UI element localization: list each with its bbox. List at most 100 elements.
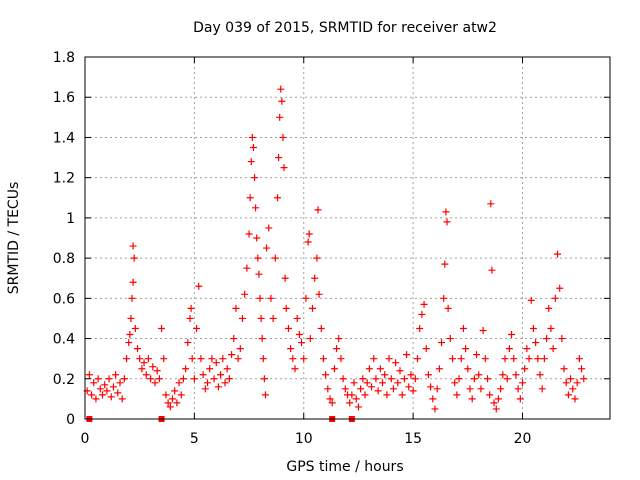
data-point — [151, 379, 159, 387]
data-point — [88, 391, 96, 399]
data-point — [363, 379, 371, 387]
data-point — [208, 355, 216, 363]
data-point — [443, 218, 451, 226]
data-point — [251, 174, 259, 182]
data-point — [339, 375, 347, 383]
data-point — [142, 371, 150, 379]
data-point — [199, 371, 207, 379]
data-point — [246, 194, 254, 202]
data-point — [311, 274, 319, 282]
data-point — [134, 345, 141, 353]
data-point — [293, 314, 301, 322]
data-point — [501, 355, 509, 363]
data-point — [326, 395, 334, 403]
data-point — [94, 375, 102, 383]
data-point — [219, 355, 227, 363]
y-tick-label: 0.6 — [53, 291, 75, 307]
data-point — [114, 389, 122, 397]
x-tick-label: 10 — [295, 431, 313, 447]
data-point — [127, 314, 135, 322]
data-point — [484, 375, 491, 383]
data-point — [314, 206, 322, 214]
data-point — [545, 304, 553, 312]
data-point — [92, 395, 100, 403]
data-points — [83, 85, 588, 422]
data-point — [346, 399, 354, 407]
data-point — [204, 379, 211, 387]
data-point — [193, 325, 201, 332]
data-point — [120, 375, 128, 383]
data-point — [372, 375, 380, 383]
data-point — [407, 371, 415, 379]
data-point — [217, 371, 225, 379]
data-point — [441, 260, 449, 268]
data-point — [257, 314, 265, 322]
data-point — [166, 403, 174, 411]
data-point — [464, 365, 472, 373]
data-point — [212, 359, 220, 367]
data-point — [232, 304, 240, 312]
data-point — [265, 224, 273, 232]
data-point — [187, 304, 195, 312]
data-point — [488, 266, 496, 274]
data-point — [453, 391, 461, 399]
data-point — [210, 375, 218, 383]
data-point — [129, 242, 137, 250]
data-point — [455, 375, 463, 383]
data-point — [252, 204, 260, 212]
x-tick-label: 20 — [514, 431, 532, 447]
data-point — [394, 379, 402, 387]
data-point — [190, 375, 198, 383]
data-point — [527, 296, 535, 304]
data-point — [85, 371, 93, 379]
y-tick-label: 0.8 — [53, 251, 75, 267]
data-point — [466, 385, 474, 393]
data-point — [519, 379, 526, 387]
data-point — [435, 365, 443, 373]
data-point — [569, 385, 577, 393]
data-point — [470, 375, 478, 383]
data-point — [309, 304, 316, 312]
data-point — [125, 339, 133, 347]
data-point — [261, 391, 269, 399]
data-point — [164, 399, 172, 407]
data-point — [267, 294, 275, 302]
x-tick-label: 5 — [190, 431, 199, 447]
data-point — [96, 385, 104, 393]
data-point — [564, 391, 572, 399]
data-point — [160, 355, 168, 363]
data-point — [486, 391, 494, 399]
data-point — [446, 335, 454, 343]
data-point — [414, 355, 421, 363]
data-point — [536, 371, 544, 379]
data-point — [126, 331, 134, 339]
data-point — [243, 264, 251, 272]
data-point — [284, 325, 292, 332]
data-point — [289, 355, 297, 363]
data-point — [276, 113, 284, 121]
data-point — [258, 335, 266, 343]
data-point — [256, 294, 264, 302]
data-point — [239, 314, 246, 322]
data-point — [295, 331, 303, 339]
data-point — [512, 371, 520, 379]
data-point — [368, 383, 376, 391]
data-point — [521, 365, 529, 373]
y-tick-label: 1.6 — [53, 90, 75, 106]
data-point — [381, 371, 389, 379]
data-point — [490, 399, 498, 407]
data-point — [234, 355, 242, 363]
data-point — [123, 355, 131, 363]
data-point — [136, 355, 144, 363]
data-point — [354, 403, 362, 411]
data-point — [350, 379, 358, 387]
data-point — [497, 385, 505, 393]
data-point — [438, 339, 446, 347]
data-point — [567, 375, 575, 383]
data-point — [494, 395, 502, 403]
data-point — [324, 385, 332, 393]
data-point — [175, 379, 183, 387]
data-point — [116, 379, 124, 387]
data-point — [538, 385, 546, 393]
data-point — [575, 355, 583, 363]
